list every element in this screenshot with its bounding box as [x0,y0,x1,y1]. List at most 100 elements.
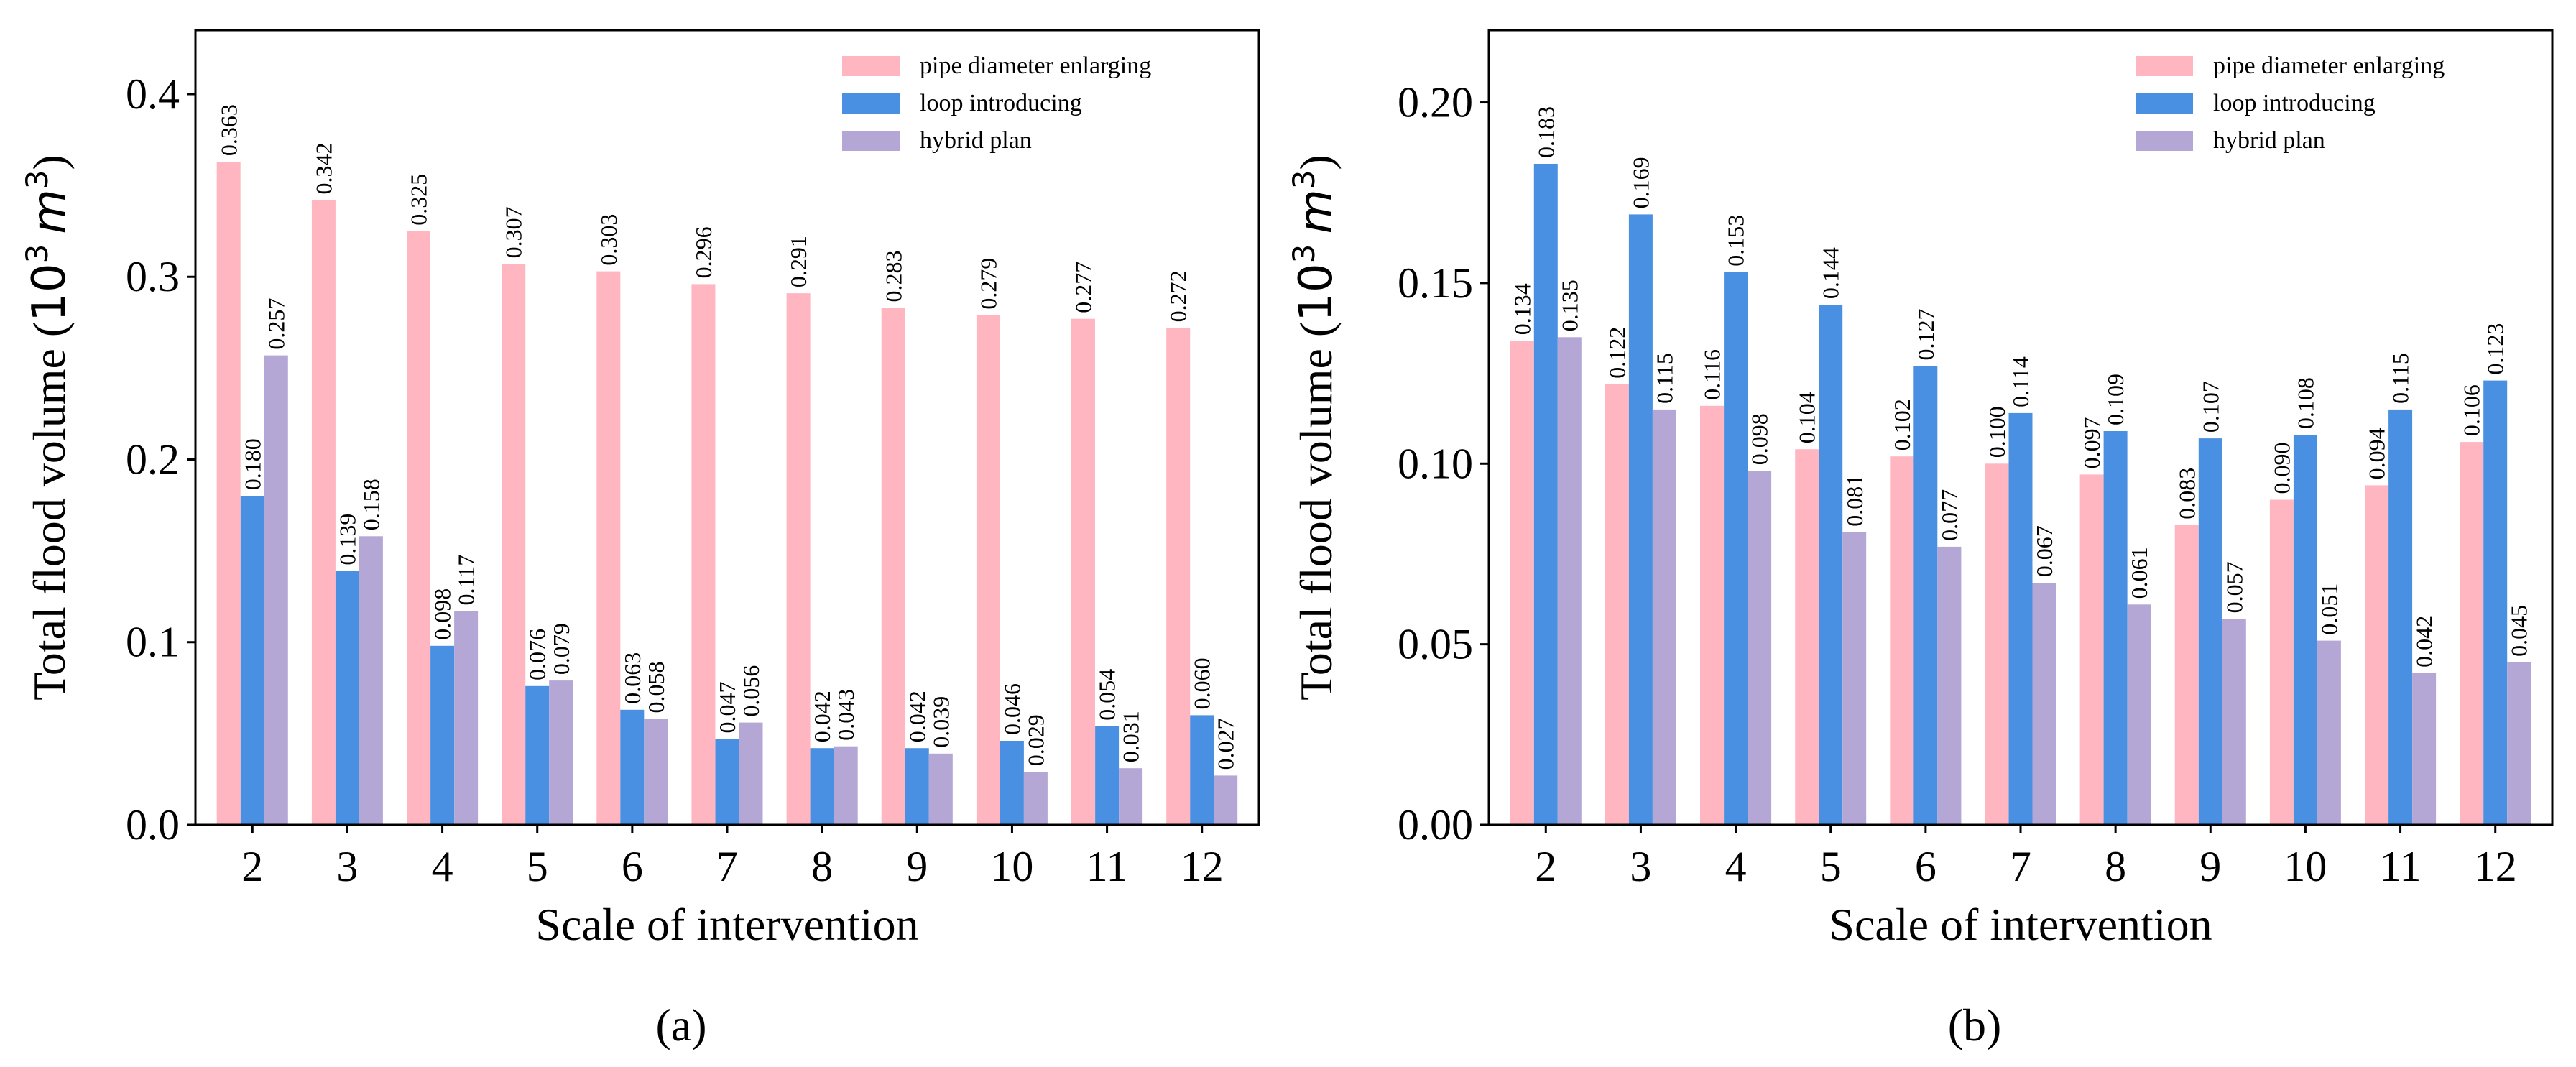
x-tick-label: 4 [432,843,453,890]
x-tick-label: 8 [2105,843,2126,890]
legend-label: loop introducing [2213,90,2376,116]
data-label: 0.056 [738,665,764,717]
legend-swatch [2136,56,2193,76]
data-label: 0.104 [1794,392,1820,443]
data-label: 0.077 [1936,489,1962,541]
bar-loop-introducing-9 [2198,438,2222,825]
data-label: 0.169 [1628,157,1653,208]
y-axis-label-unit-m: m [23,189,76,234]
x-tick-label: 3 [1630,843,1651,890]
data-label: 0.283 [880,251,906,302]
data-label: 0.051 [2317,583,2342,635]
data-label: 0.296 [691,226,716,278]
bar-hybrid-plan-12 [1214,775,1238,825]
data-label: 0.139 [334,514,360,565]
bars-group [216,162,1238,826]
data-label: 0.076 [525,629,550,680]
data-label: 0.029 [1023,714,1049,766]
bar-loop-introducing-6 [620,709,645,825]
bar-loop-introducing-6 [1913,366,1938,825]
y-axis-label-close: ) [24,154,75,170]
bar-pipe-diameter-enlarging-4 [407,231,430,825]
bar-loop-introducing-5 [1819,305,1843,826]
bar-hybrid-plan-2 [264,355,288,826]
data-label: 0.079 [548,623,574,675]
legend-label: pipe diameter enlarging [920,52,1151,79]
bar-hybrid-plan-9 [928,753,953,825]
legend-swatch [2136,93,2193,114]
y-axis-label-close: ) [1291,154,1342,170]
x-ticks-group: 2 3 4 5 6 7 8 9 10 11 12 [1535,825,2517,890]
data-label: 0.047 [714,682,740,734]
data-label: 0.098 [430,588,456,640]
bar-loop-introducing-7 [715,739,739,825]
bar-hybrid-plan-6 [644,719,668,825]
data-label: 0.045 [2506,605,2532,657]
data-label: 0.257 [263,298,289,350]
data-label: 0.102 [1889,399,1915,451]
bar-hybrid-plan-6 [1937,546,1962,825]
bar-loop-introducing-2 [240,496,264,825]
y-tick-label: 0.00 [1398,801,1473,849]
bar-pipe-diameter-enlarging-7 [691,284,716,825]
data-label: 0.117 [453,555,479,606]
data-label: 0.180 [239,438,265,490]
x-tick-label: 9 [906,843,928,890]
bar-pipe-diameter-enlarging-3 [311,200,336,825]
data-label: 0.057 [2221,561,2247,613]
y-tick-label: 0.3 [126,253,180,300]
value-labels-group: 0.363 0.342 0.325 0.307 0.303 0.296 0.291 0.283… [216,104,1238,770]
y-tick-label: 0.10 [1398,440,1473,487]
bar-pipe-diameter-enlarging-9 [881,308,905,825]
bar-loop-introducing-8 [810,748,834,825]
bar-hybrid-plan-8 [834,746,858,825]
legend-swatch [2136,131,2193,151]
x-tick-label: 5 [527,843,548,890]
bar-pipe-diameter-enlarging-12 [2460,442,2484,825]
bar-hybrid-plan-11 [2412,673,2437,825]
bar-pipe-diameter-enlarging-10 [976,315,1000,826]
data-label: 0.272 [1165,270,1191,322]
bar-loop-introducing-9 [905,748,929,825]
data-label: 0.067 [2031,525,2057,577]
bar-pipe-diameter-enlarging-2 [216,162,241,826]
data-label: 0.107 [2197,381,2223,433]
data-label: 0.115 [1652,353,1678,404]
data-label: 0.303 [596,214,622,266]
legend: pipe diameter enlarging loop introducing h… [2136,52,2445,154]
y-tick-label: 0.1 [126,619,180,666]
x-tick-label: 6 [1915,843,1936,890]
y-axis-label-unit-m: m [1290,189,1343,234]
bar-hybrid-plan-5 [549,680,573,825]
data-label: 0.042 [809,690,835,742]
y-axis-label-unit-m-exp: 3 [1286,170,1321,190]
x-tick-label: 11 [2380,843,2422,890]
bar-hybrid-plan-3 [1652,409,1676,825]
data-label: 0.279 [975,258,1001,310]
bar-loop-introducing-5 [525,685,550,825]
bar-pipe-diameter-enlarging-3 [1605,384,1629,825]
bar-loop-introducing-10 [1000,741,1024,825]
x-tick-label: 11 [1086,843,1128,890]
y-tick-label: 0.05 [1398,621,1473,668]
x-tick-label: 9 [2199,843,2221,890]
bar-pipe-diameter-enlarging-10 [2269,499,2294,825]
bar-pipe-diameter-enlarging-9 [2174,525,2199,825]
x-axis-label: Scale of intervention [535,899,918,950]
bar-hybrid-plan-11 [1119,768,1143,825]
x-tick-label: 12 [2474,843,2517,890]
bar-loop-introducing-2 [1533,164,1558,825]
legend-swatch [842,131,900,151]
bar-loop-introducing-10 [2293,435,2317,825]
bar-loop-introducing-11 [2388,409,2413,825]
plot-frame [194,29,1260,826]
legend-swatch [842,56,900,76]
legend-label: hybrid plan [920,127,1032,154]
x-tick-label: 8 [811,843,833,890]
data-label: 0.083 [2174,468,2199,519]
data-label: 0.183 [1533,106,1559,158]
bar-loop-introducing-12 [1190,715,1214,825]
data-label: 0.081 [1842,475,1868,527]
data-label: 0.106 [2459,384,2485,436]
